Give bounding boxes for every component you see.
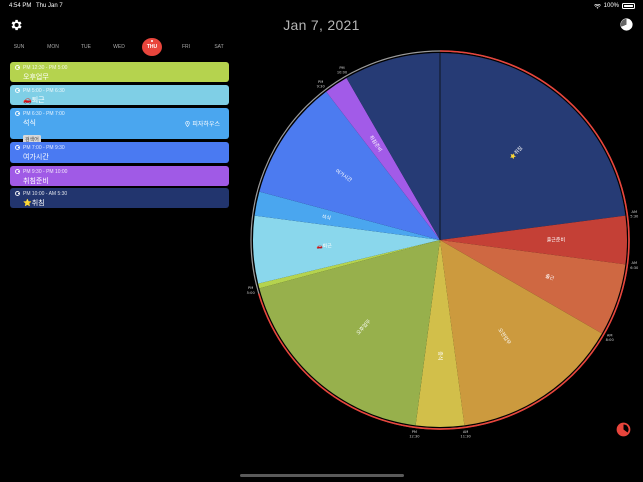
- event-time: PM 12:30 - PM 5:00: [23, 64, 68, 71]
- event-time-row: PM 12:30 - PM 5:00: [15, 64, 229, 71]
- clock-icon: [15, 65, 20, 70]
- pie-slice[interactable]: [440, 215, 628, 265]
- gear-icon[interactable]: [9, 18, 23, 32]
- tick-label: AM: [632, 261, 638, 265]
- event-title: 여가시간: [23, 154, 49, 161]
- home-indicator: [240, 474, 404, 477]
- pie-slice[interactable]: [253, 215, 440, 284]
- tick-label: AM: [607, 334, 613, 338]
- pie-slice[interactable]: [254, 191, 440, 240]
- elapsed-ring: [258, 50, 630, 430]
- event-title: 석식: [23, 120, 36, 127]
- tick-label: 6:30: [630, 266, 639, 270]
- pie-slice[interactable]: [440, 240, 626, 334]
- event-title: 오후업무: [23, 74, 49, 81]
- day-thu[interactable]: THU: [142, 38, 162, 56]
- event-time-row: PM 5:00 - PM 6:30: [15, 87, 229, 94]
- tick-label: PM: [248, 286, 253, 290]
- event-card[interactable]: PM 7:00 - PM 9:30 여가시간: [10, 142, 229, 163]
- day-sun[interactable]: SUN: [13, 44, 25, 50]
- status-right: 100%: [593, 3, 635, 9]
- status-bar: 4:54 PM Thu Jan 7 100%: [0, 0, 643, 12]
- event-title: 🚗퇴근: [23, 97, 45, 104]
- clock-icon: [15, 111, 20, 116]
- event-time-row: PM 9:30 - PM 10:00: [15, 168, 229, 175]
- pie-chart-icon[interactable]: [620, 18, 633, 31]
- pie-slice[interactable]: [440, 240, 602, 426]
- slice-label: 석식: [321, 213, 331, 222]
- pie-slice[interactable]: [258, 240, 440, 289]
- clock-icon: [15, 145, 20, 150]
- day-tue[interactable]: TUE: [81, 44, 91, 50]
- status-date: Thu Jan 7: [36, 3, 63, 9]
- clock-icon: [15, 169, 20, 174]
- tick-label: PM: [412, 430, 417, 434]
- tick-label: 12:30: [409, 435, 420, 439]
- pie-slice[interactable]: [259, 240, 440, 426]
- day-wed[interactable]: WED: [113, 44, 125, 50]
- tick-label: AM: [632, 210, 638, 214]
- clock-icon: [15, 191, 20, 196]
- page-title: Jan 7, 2021: [283, 17, 360, 33]
- add-event-button[interactable]: [616, 422, 631, 437]
- event-time: PM 10:00 - AM 5:30: [23, 190, 68, 197]
- event-time-row: PM 7:00 - PM 9:30: [15, 144, 229, 151]
- location-pin-icon: [185, 120, 190, 127]
- event-time: PM 7:00 - PM 9:30: [23, 144, 65, 151]
- slice-label: 출근준비: [547, 237, 565, 244]
- battery-icon: [622, 3, 635, 9]
- event-time-row: PM 6:30 - PM 7:00: [15, 110, 229, 117]
- slice-label: 출근: [544, 273, 555, 283]
- week-selector: SUN MON TUE WED THU FRI SAT: [0, 38, 236, 56]
- event-card[interactable]: PM 9:30 - PM 10:00 취침준비: [10, 166, 229, 186]
- status-time: 4:54 PM: [9, 3, 32, 9]
- pie-slice[interactable]: [326, 78, 440, 240]
- event-title: 취침준비: [23, 178, 49, 185]
- tick-label: PM: [318, 80, 323, 84]
- tick-label: 9:30: [317, 85, 326, 89]
- slice-label: 중식: [437, 351, 444, 360]
- event-card[interactable]: PM 5:00 - PM 6:30 🚗퇴근: [10, 85, 229, 105]
- tick-label: AM: [463, 430, 469, 434]
- tick-label: PM: [339, 66, 344, 70]
- battery-percent: 100%: [603, 3, 619, 9]
- day-sat[interactable]: SAT: [214, 44, 224, 50]
- event-time: PM 5:00 - PM 6:30: [23, 87, 65, 94]
- clock-icon: [15, 88, 20, 93]
- slice-label: 🚗퇴근: [316, 242, 332, 250]
- event-title: ⭐취침: [23, 200, 45, 207]
- tick-label: 8:00: [606, 338, 615, 342]
- tick-label: 5:00: [247, 291, 256, 295]
- day-pie-chart[interactable]: ⭐취침출근준비출근오전업무중식오후업무🚗퇴근석식여가시간취침준비AM5:30AM…: [240, 42, 643, 442]
- tick-label: 11:30: [460, 435, 471, 439]
- pie-slice[interactable]: [440, 53, 626, 240]
- event-card[interactable]: PM 10:00 - AM 5:30 ⭐취침: [10, 188, 229, 208]
- event-card[interactable]: PM 12:30 - PM 5:00 오후업무: [10, 62, 229, 82]
- pie-slice[interactable]: [259, 91, 440, 240]
- tick-label: 5:30: [630, 215, 639, 219]
- wifi-icon: [593, 3, 601, 9]
- tick-label: 10:00: [337, 71, 348, 75]
- event-time: PM 9:30 - PM 10:00: [23, 168, 68, 175]
- event-time-row: PM 10:00 - AM 5:30: [15, 190, 229, 197]
- day-mon[interactable]: MON: [47, 44, 59, 50]
- event-location[interactable]: 피자하우스: [185, 119, 220, 128]
- pie-slice[interactable]: [415, 240, 465, 428]
- event-time: PM 6:30 - PM 7:00: [23, 110, 65, 117]
- pie-slice[interactable]: [346, 53, 441, 240]
- event-location-label: 피자하우스: [192, 122, 220, 128]
- day-fri[interactable]: FRI: [181, 44, 191, 50]
- event-tag[interactable]: 검색어: [23, 135, 41, 144]
